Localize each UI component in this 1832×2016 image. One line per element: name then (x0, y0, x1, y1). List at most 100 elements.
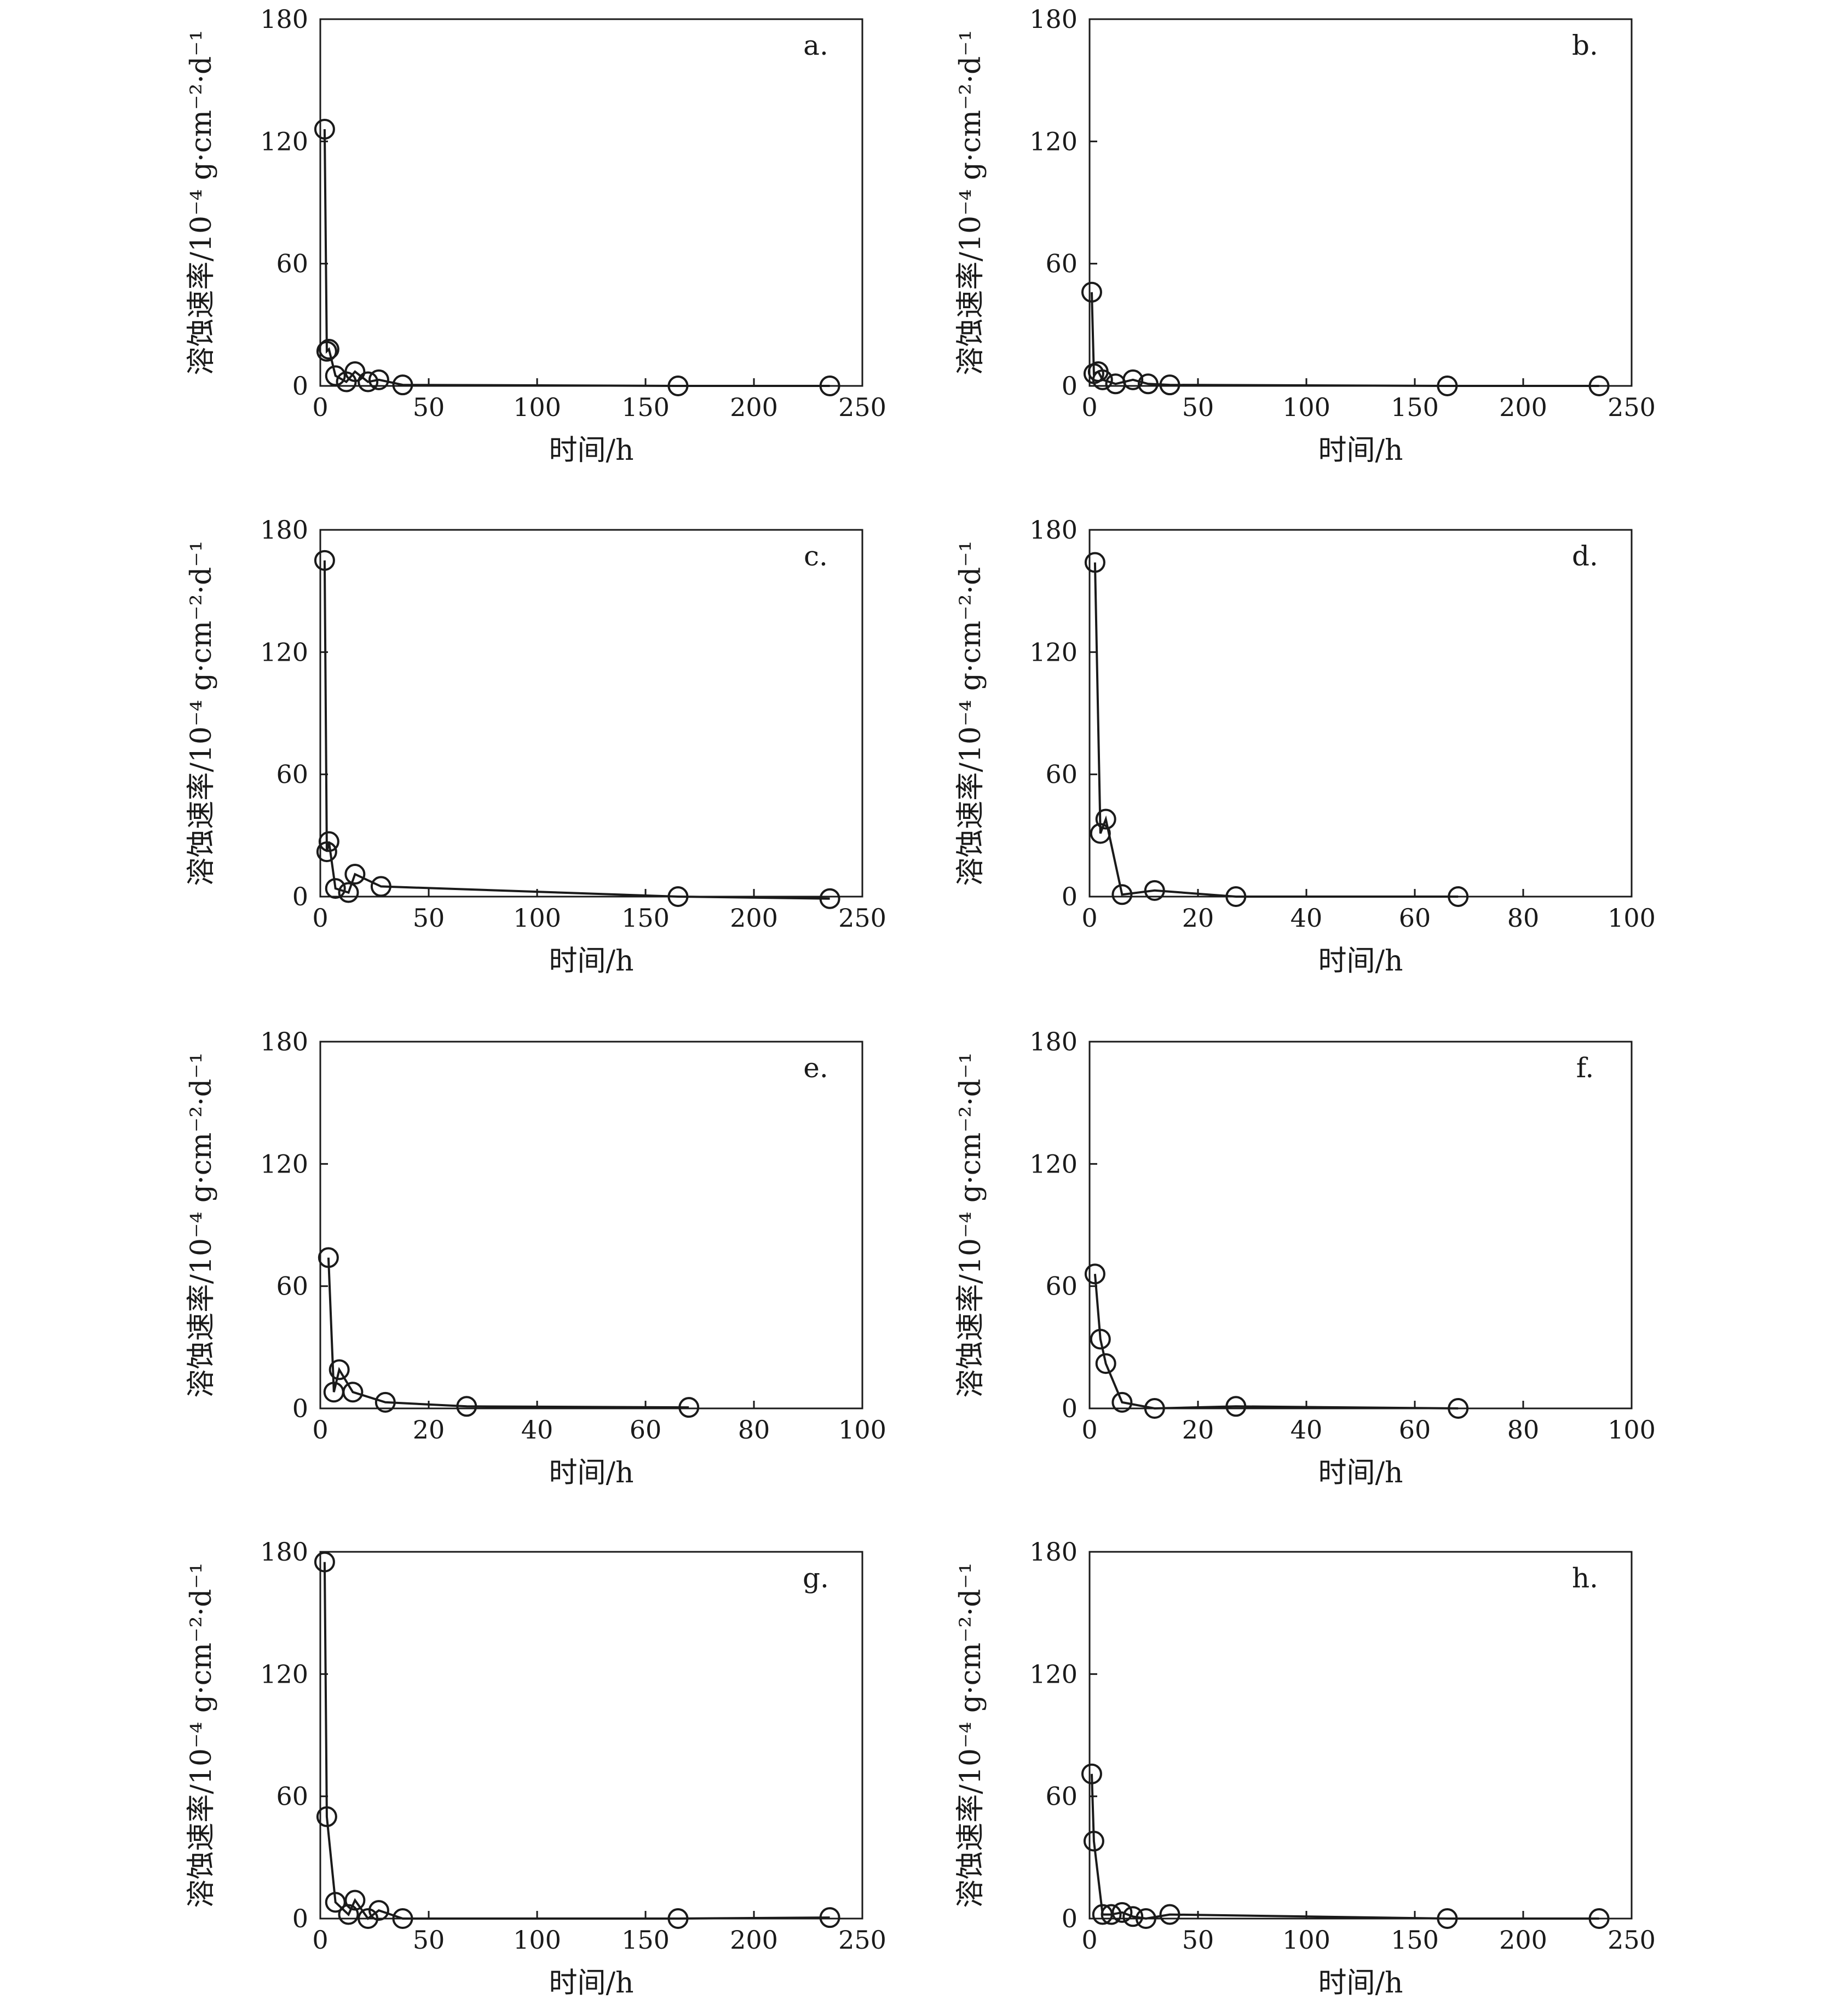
data-point (678, 1397, 700, 1418)
data-point (325, 1892, 346, 1913)
data-point (344, 864, 366, 885)
x-tick-label: 0 (1081, 392, 1097, 422)
data-point (667, 1908, 689, 1929)
series-line (1093, 562, 1459, 898)
data-point (1588, 376, 1610, 396)
x-tick-label: 200 (730, 903, 778, 933)
x-tick-label: 80 (1507, 1415, 1540, 1445)
data-point (358, 371, 379, 392)
y-tick-label: 0 (292, 371, 308, 401)
x-tick-label: 20 (413, 1415, 445, 1445)
x-tick-label: 50 (413, 903, 445, 933)
x-tick-label: 150 (621, 392, 670, 422)
y-tick-label: 60 (1045, 1272, 1078, 1301)
y-tick-label: 0 (292, 882, 308, 911)
data-point (456, 1396, 477, 1417)
y-axis-title: 溶蚀速率/10⁻⁴ g·cm⁻²·d⁻¹ (185, 540, 218, 886)
data-point (314, 1551, 335, 1573)
data-point (1084, 552, 1105, 573)
x-tick-label: 100 (513, 903, 561, 933)
y-tick-label: 120 (260, 1149, 308, 1179)
data-point (1437, 1908, 1458, 1929)
data-point (1081, 281, 1102, 303)
x-tick-label: 100 (1608, 903, 1656, 933)
y-tick-label: 0 (292, 1904, 308, 1933)
y-tick-label: 0 (1062, 1904, 1078, 1933)
y-tick-label: 60 (1045, 1782, 1078, 1811)
chart-panel-e: 0 20 40 60 80 100 0 60 120 180 时间/h 溶蚀速率/10⁻⁴ g·cm⁻… (185, 1027, 886, 1489)
data-point (1090, 1328, 1111, 1350)
y-tick-label: 0 (292, 1394, 308, 1423)
panel-letter: c. (804, 540, 828, 572)
data-point (1090, 823, 1111, 844)
data-point (1084, 1263, 1105, 1285)
y-tick-label: 180 (1029, 1027, 1078, 1056)
data-point (667, 886, 689, 907)
y-axis-title: 溶蚀速率/10⁻⁴ g·cm⁻²·d⁻¹ (185, 1052, 218, 1397)
data-point (316, 1806, 337, 1827)
data-point (338, 882, 359, 903)
x-tick-label: 40 (1291, 903, 1323, 933)
data-point (325, 878, 346, 899)
y-tick-label: 60 (276, 1782, 308, 1811)
data-point (1448, 1398, 1469, 1419)
y-tick-label: 0 (1062, 882, 1078, 911)
x-tick-label: 100 (513, 1925, 561, 1955)
data-point (368, 369, 389, 390)
data-point (1225, 886, 1247, 907)
data-point (1083, 1830, 1104, 1852)
data-point (329, 1359, 350, 1380)
data-point (1111, 1902, 1133, 1923)
data-point (1092, 369, 1113, 390)
panel-letter: g. (803, 1562, 829, 1594)
chart-panel-b: 0 50 100 150 200 250 0 60 120 180 时间/h 溶蚀速率/10⁻⁴ g·… (954, 4, 1656, 467)
y-tick-label: 0 (1062, 1394, 1078, 1423)
y-tick-label: 120 (260, 1659, 308, 1689)
series-line (1091, 1774, 1599, 1920)
data-point (819, 1907, 840, 1928)
data-point (375, 1391, 396, 1413)
y-axis-title: 溶蚀速率/10⁻⁴ g·cm⁻²·d⁻¹ (185, 1562, 218, 1908)
x-tick-label: 150 (1391, 392, 1439, 422)
x-tick-label: 250 (1608, 1925, 1656, 1955)
x-tick-label: 100 (838, 1415, 886, 1445)
x-tick-label: 0 (1081, 1925, 1097, 1955)
data-point (1095, 1353, 1116, 1374)
data-point (318, 831, 339, 852)
y-tick-label: 60 (276, 760, 308, 789)
data-point (392, 374, 413, 396)
y-tick-label: 60 (276, 1272, 308, 1301)
x-tick-label: 80 (1507, 903, 1540, 933)
panel-letter: h. (1572, 1562, 1598, 1594)
x-axis-title: 时间/h (1318, 1457, 1403, 1489)
x-axis-title: 时间/h (1318, 1967, 1403, 2000)
x-tick-label: 150 (621, 1925, 670, 1955)
data-point (819, 888, 840, 909)
y-tick-label: 120 (260, 637, 308, 667)
y-tick-label: 180 (260, 1027, 308, 1056)
data-point (325, 365, 346, 386)
data-point (1225, 1396, 1247, 1417)
data-point (1159, 1904, 1180, 1925)
y-tick-label: 60 (1045, 249, 1078, 279)
x-tick-label: 150 (1391, 1925, 1439, 1955)
data-point (1437, 376, 1458, 396)
data-point (316, 340, 337, 362)
series-line (323, 129, 830, 387)
data-point (316, 841, 337, 863)
x-tick-label: 200 (730, 392, 778, 422)
data-point (368, 1900, 389, 1921)
y-axis-title: 溶蚀速率/10⁻⁴ g·cm⁻²·d⁻¹ (185, 30, 218, 375)
data-point (344, 1890, 366, 1911)
y-tick-label: 180 (260, 1537, 308, 1567)
chart-panel-g: 0 50 100 150 200 250 0 60 120 180 时间/h 溶蚀速率/10⁻⁴ g·… (185, 1537, 886, 2000)
y-tick-label: 180 (260, 515, 308, 545)
panel-letter: f. (1576, 1052, 1594, 1084)
x-axis-title: 时间/h (1318, 434, 1403, 467)
data-point (1111, 1391, 1133, 1413)
data-point (1122, 369, 1144, 390)
y-tick-label: 180 (1029, 4, 1078, 34)
y-tick-label: 120 (1029, 1659, 1078, 1689)
y-tick-label: 180 (1029, 1537, 1078, 1567)
